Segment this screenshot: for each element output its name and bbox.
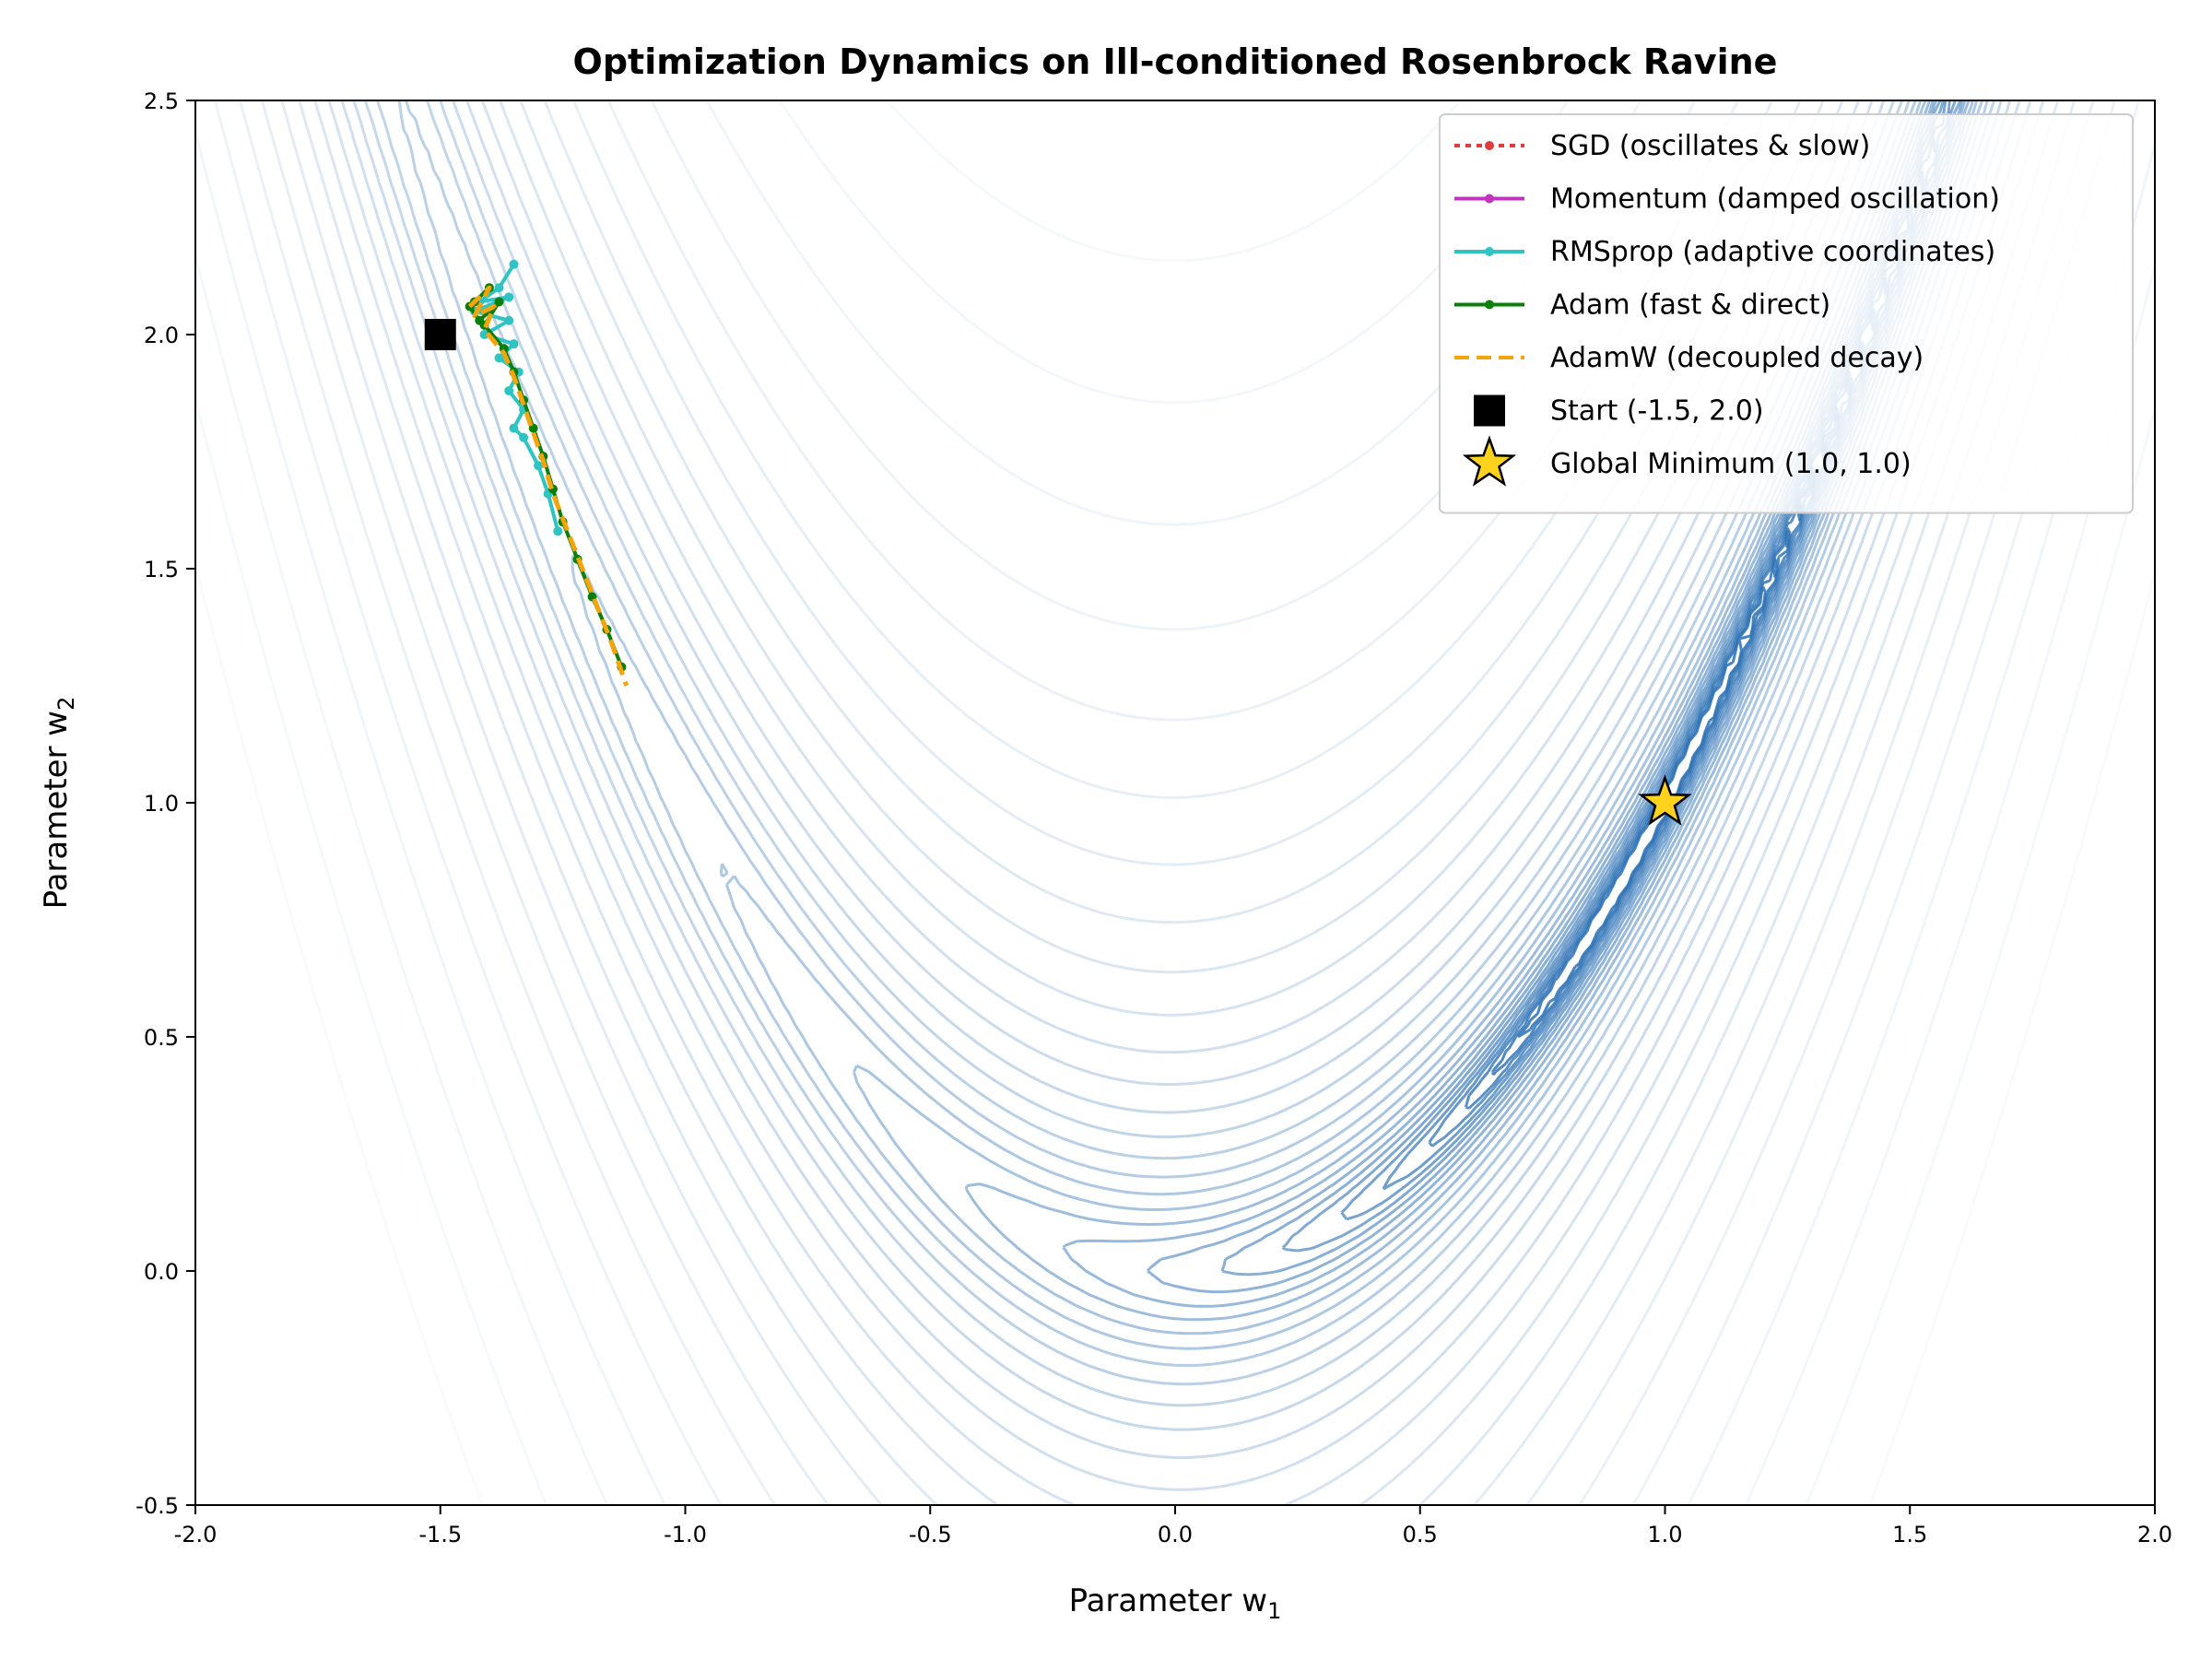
x-axis-ticks: -2.0 -1.5 -1.0 -0.5 0.0 0.5 1.0 1.5 2.0 xyxy=(174,1505,2172,1547)
x-tick-label-4: 0.0 xyxy=(1158,1522,1193,1547)
series-4-line xyxy=(467,285,629,687)
series-2-point-6 xyxy=(479,330,489,339)
x-axis-label-subscript: 1 xyxy=(1267,1598,1281,1624)
y-tick-label-0: -0.5 xyxy=(135,1493,179,1519)
legend-swatch-marker-2 xyxy=(1485,247,1494,256)
legend-label-5: Start (-1.5, 2.0) xyxy=(1550,395,1764,428)
x-tick-label-1: -1.5 xyxy=(418,1522,462,1547)
legend-swatch-6 xyxy=(1462,435,1517,487)
y-tick-label-5: 2.0 xyxy=(144,323,179,348)
chart-title: Optimization Dynamics on Ill-conditioned… xyxy=(573,41,1778,82)
x-tick-label-8: 2.0 xyxy=(2137,1522,2172,1547)
series-2-point-13 xyxy=(519,432,529,442)
legend-label-4: AdamW (decoupled decay) xyxy=(1550,342,1924,374)
legend-swatch-5 xyxy=(1474,394,1505,427)
legend-label-2: RMSprop (adaptive coordinates) xyxy=(1550,236,1995,268)
series-2-point-1 xyxy=(494,283,504,293)
legend-label-0: SGD (oscillates & slow) xyxy=(1550,130,1870,162)
x-axis-label: Parameter w1 xyxy=(1069,1583,1282,1624)
y-tick-label-1: 0.0 xyxy=(144,1259,179,1285)
x-axis-label-main: Parameter w xyxy=(1069,1583,1268,1619)
contour-level-20 xyxy=(313,100,2045,1505)
contour-level-28 xyxy=(195,100,2155,1505)
y-axis-label-main: Parameter w xyxy=(38,711,75,910)
legend-box xyxy=(1439,113,2134,514)
contour-level-18 xyxy=(340,100,2021,1491)
series-2-point-5 xyxy=(504,315,514,325)
x-tick-label-7: 1.5 xyxy=(1892,1522,1927,1547)
y-tick-label-4: 1.5 xyxy=(144,557,179,582)
contour-level-16 xyxy=(364,100,2003,1431)
series-3-point-9 xyxy=(528,423,538,433)
legend-label-1: Momentum (damped oscillation) xyxy=(1550,183,2000,216)
legend-label-6: Global Minimum (1.0, 1.0) xyxy=(1550,448,1912,480)
legend-swatch-marker-0 xyxy=(1485,141,1494,150)
contour-level-29 xyxy=(195,565,2155,1505)
legend: SGD (oscillates & slow) Momentum (damped … xyxy=(1439,113,2134,514)
legend-swatch-marker-3 xyxy=(1485,300,1494,310)
y-axis-ticks: -0.5 0.0 0.5 1.0 1.5 2.0 2.5 xyxy=(135,88,195,1519)
y-tick-label-2: 0.5 xyxy=(144,1025,179,1051)
marker-layer xyxy=(424,319,1692,826)
y-tick-label-6: 2.5 xyxy=(144,88,179,114)
y-axis-label: Parameter w2 xyxy=(38,697,79,910)
contour-level-15 xyxy=(376,100,1996,1407)
series-2-point-16 xyxy=(553,526,563,536)
series-2-point-7 xyxy=(509,339,519,349)
start-marker xyxy=(424,319,456,350)
y-axis-label-subscript: 2 xyxy=(53,697,79,711)
series-layer xyxy=(435,259,629,687)
x-tick-label-6: 1.0 xyxy=(1647,1522,1682,1547)
legend-swatch-marker-1 xyxy=(1485,194,1494,204)
global-minimum-marker xyxy=(1638,774,1692,826)
x-tick-label-2: -1.0 xyxy=(664,1522,707,1547)
series-2-point-3 xyxy=(504,292,514,302)
series-2-point-8 xyxy=(494,353,504,363)
legend-label-3: Adam (fast & direct) xyxy=(1550,289,1830,322)
x-tick-label-0: -2.0 xyxy=(174,1522,218,1547)
x-tick-label-5: 0.5 xyxy=(1403,1522,1438,1547)
series-2-point-10 xyxy=(504,385,514,395)
series-2-point-0 xyxy=(509,259,519,269)
series-2-point-12 xyxy=(509,423,519,433)
series-2-point-14 xyxy=(534,461,544,471)
y-tick-label-3: 1.0 xyxy=(144,791,179,817)
series-3-point-4 xyxy=(494,297,504,307)
x-tick-label-3: -0.5 xyxy=(909,1522,952,1547)
